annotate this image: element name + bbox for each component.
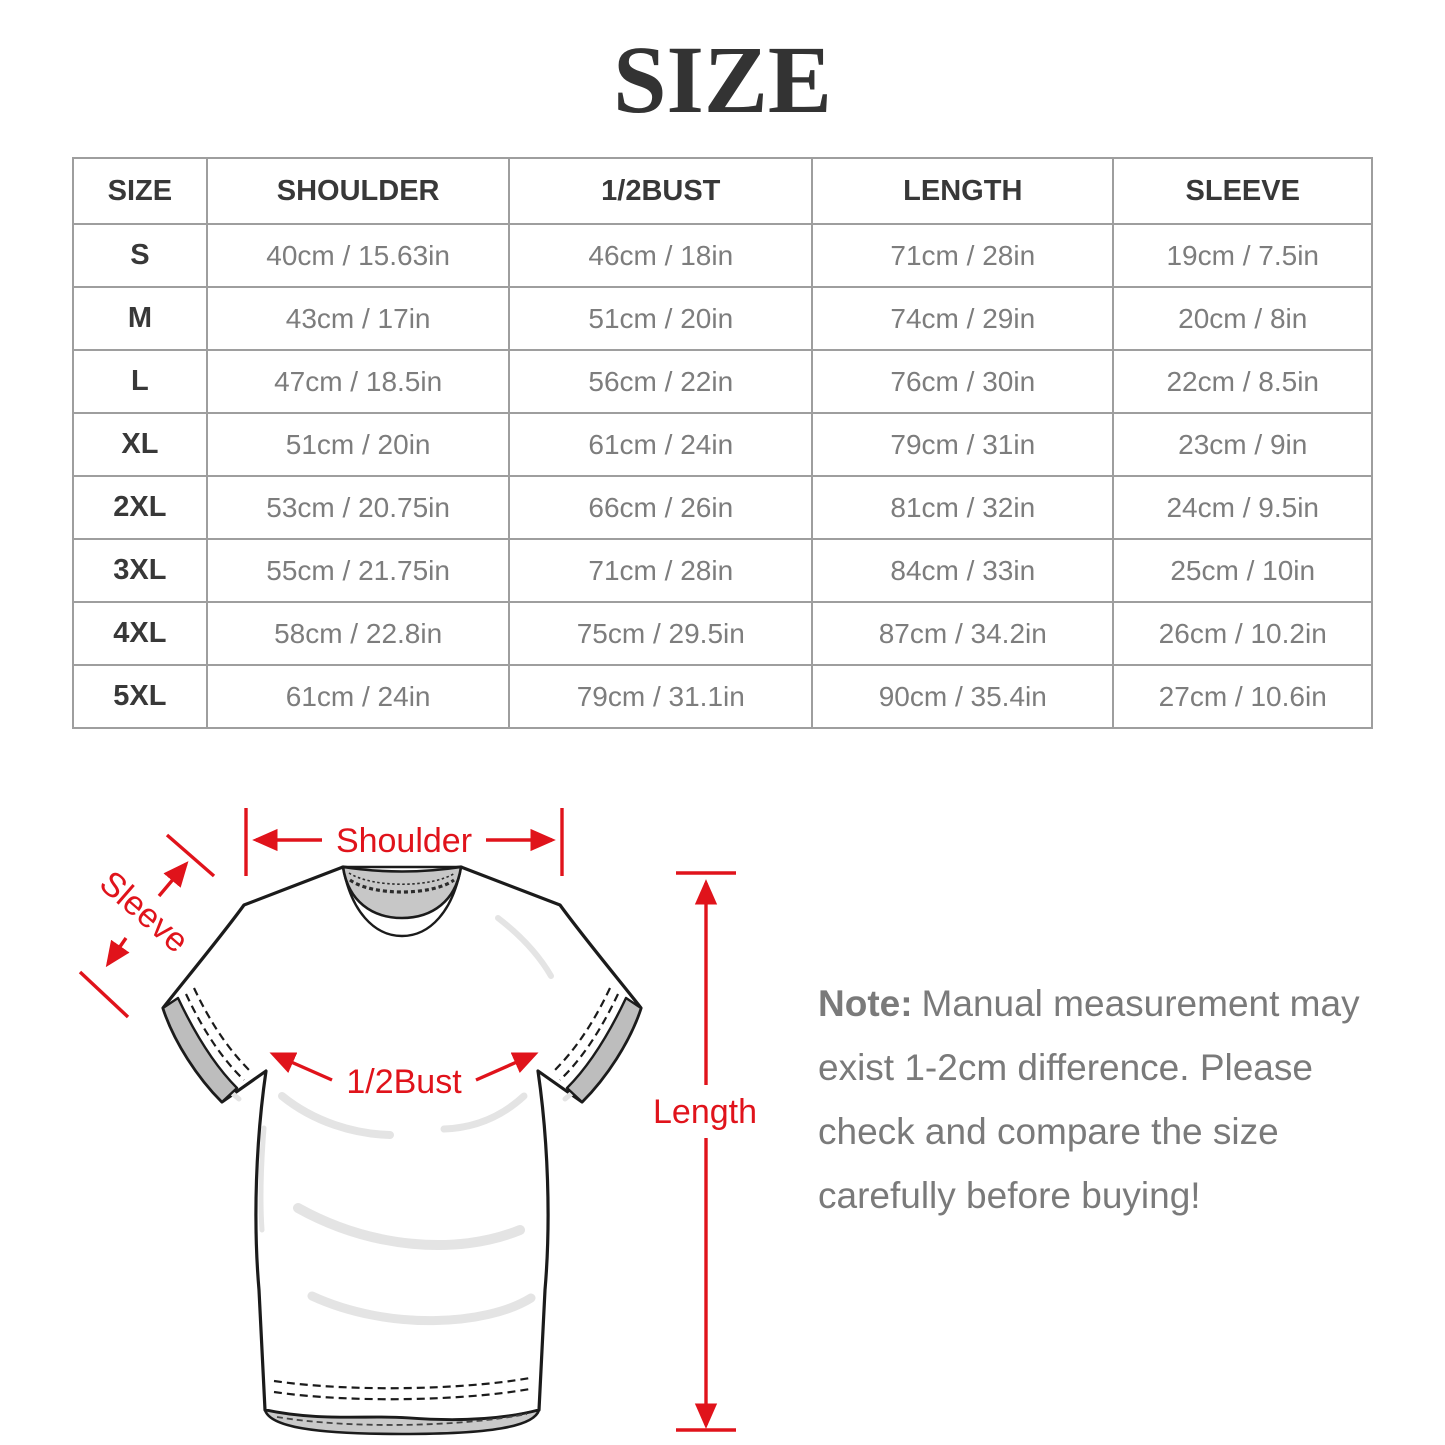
right-cuff — [553, 987, 643, 1104]
cell-length: 87cm / 34.2in — [811, 601, 1115, 666]
cell-bust: 75cm / 29.5in — [508, 601, 814, 666]
cell-sleeve: 19cm / 7.5in — [1112, 223, 1373, 288]
cell-length: 90cm / 35.4in — [811, 664, 1115, 729]
page-title: SIZE — [613, 26, 832, 133]
col-header-length: LENGTH — [811, 157, 1115, 225]
cell-bust: 71cm / 28in — [508, 538, 814, 603]
table-row-2xl: 2XL 53cm / 20.75in 66cm / 26in 81cm / 32… — [72, 475, 1373, 540]
table-row-s: S 40cm / 15.63in 46cm / 18in 71cm / 28in… — [72, 223, 1373, 288]
bottom-hem — [263, 1376, 541, 1436]
cell-length: 79cm / 31in — [811, 412, 1115, 477]
cell-sleeve: 27cm / 10.6in — [1112, 664, 1373, 729]
cell-size: M — [72, 286, 208, 351]
cell-sleeve: 23cm / 9in — [1112, 412, 1373, 477]
bust-arrow-right — [475, 1052, 539, 1082]
cell-sleeve: 25cm / 10in — [1112, 538, 1373, 603]
note-text: Manual measurement may exist 1-2cm diffe… — [818, 983, 1360, 1216]
table-row-3xl: 3XL 55cm / 21.75in 71cm / 28in 84cm / 33… — [72, 538, 1373, 603]
table-row-l: L 47cm / 18.5in 56cm / 22in 76cm / 30in … — [72, 349, 1373, 414]
cell-length: 81cm / 32in — [811, 475, 1115, 540]
table-row-m: M 43cm / 17in 51cm / 20in 74cm / 29in 20… — [72, 286, 1373, 351]
col-header-sleeve: SLEEVE — [1112, 157, 1373, 225]
table-row-5xl: 5XL 61cm / 24in 79cm / 31.1in 90cm / 35.… — [72, 664, 1373, 729]
cell-size: 4XL — [72, 601, 208, 666]
table-header-row: SIZE SHOULDER 1/2BUST LENGTH SLEEVE — [72, 157, 1373, 225]
tshirt-diagram: Shoulder Sleeve 1/2Bust Length — [78, 808, 757, 1436]
cell-sleeve: 20cm / 8in — [1112, 286, 1373, 351]
bust-arrow-left — [269, 1052, 333, 1082]
shoulder-label: Shoulder — [336, 822, 472, 860]
cell-size: 3XL — [72, 538, 208, 603]
sleeve-label: Sleeve — [92, 864, 195, 961]
note: Note: Manual measurement may exist 1-2cm … — [818, 972, 1370, 1228]
left-cuff — [161, 987, 251, 1104]
col-header-size: SIZE — [72, 157, 208, 225]
size-table: SIZE SHOULDER 1/2BUST LENGTH SLEEVE S 40… — [72, 157, 1373, 729]
cell-bust: 56cm / 22in — [508, 349, 814, 414]
cell-shoulder: 53cm / 20.75in — [205, 475, 511, 540]
cell-size: XL — [72, 412, 208, 477]
length-label: Length — [653, 1093, 757, 1131]
cell-shoulder: 43cm / 17in — [205, 286, 511, 351]
sleeve-tick-bottom — [78, 970, 130, 1019]
cell-shoulder: 47cm / 18.5in — [205, 349, 511, 414]
table-row-4xl: 4XL 58cm / 22.8in 75cm / 29.5in 87cm / 3… — [72, 601, 1373, 666]
bust-label: 1/2Bust — [346, 1063, 462, 1101]
sleeve-arrow-down — [105, 937, 130, 968]
length-measurement: Length — [653, 871, 757, 1432]
cell-bust: 79cm / 31.1in — [508, 664, 814, 729]
cell-bust: 61cm / 24in — [508, 412, 814, 477]
cell-length: 74cm / 29in — [811, 286, 1115, 351]
sleeve-tick-top — [165, 833, 216, 878]
cell-length: 84cm / 33in — [811, 538, 1115, 603]
shoulder-measurement: Shoulder — [244, 808, 564, 876]
cell-shoulder: 61cm / 24in — [205, 664, 511, 729]
cell-size: L — [72, 349, 208, 414]
cell-size: 5XL — [72, 664, 208, 729]
cell-length: 76cm / 30in — [811, 349, 1115, 414]
cell-sleeve: 26cm / 10.2in — [1112, 601, 1373, 666]
cell-bust: 46cm / 18in — [508, 223, 814, 288]
collar-stitching — [349, 878, 455, 894]
col-header-bust: 1/2BUST — [508, 157, 814, 225]
cell-sleeve: 24cm / 9.5in — [1112, 475, 1373, 540]
table-row-xl: XL 51cm / 20in 61cm / 24in 79cm / 31in 2… — [72, 412, 1373, 477]
tshirt-body — [161, 865, 643, 1422]
cell-size: S — [72, 223, 208, 288]
cell-size: 2XL — [72, 475, 208, 540]
col-header-shoulder: SHOULDER — [205, 157, 511, 225]
cell-length: 71cm / 28in — [811, 223, 1115, 288]
cell-shoulder: 55cm / 21.75in — [205, 538, 511, 603]
cell-shoulder: 51cm / 20in — [205, 412, 511, 477]
wrinkle-shading — [203, 915, 601, 1326]
cell-shoulder: 40cm / 15.63in — [205, 223, 511, 288]
cell-shoulder: 58cm / 22.8in — [205, 601, 511, 666]
cell-bust: 51cm / 20in — [508, 286, 814, 351]
note-label: Note: — [818, 983, 913, 1024]
cell-bust: 66cm / 26in — [508, 475, 814, 540]
bust-measurement: 1/2Bust — [269, 1052, 539, 1101]
collar-inner — [341, 865, 463, 920]
cell-sleeve: 22cm / 8.5in — [1112, 349, 1373, 414]
sleeve-arrow-up — [157, 861, 189, 898]
